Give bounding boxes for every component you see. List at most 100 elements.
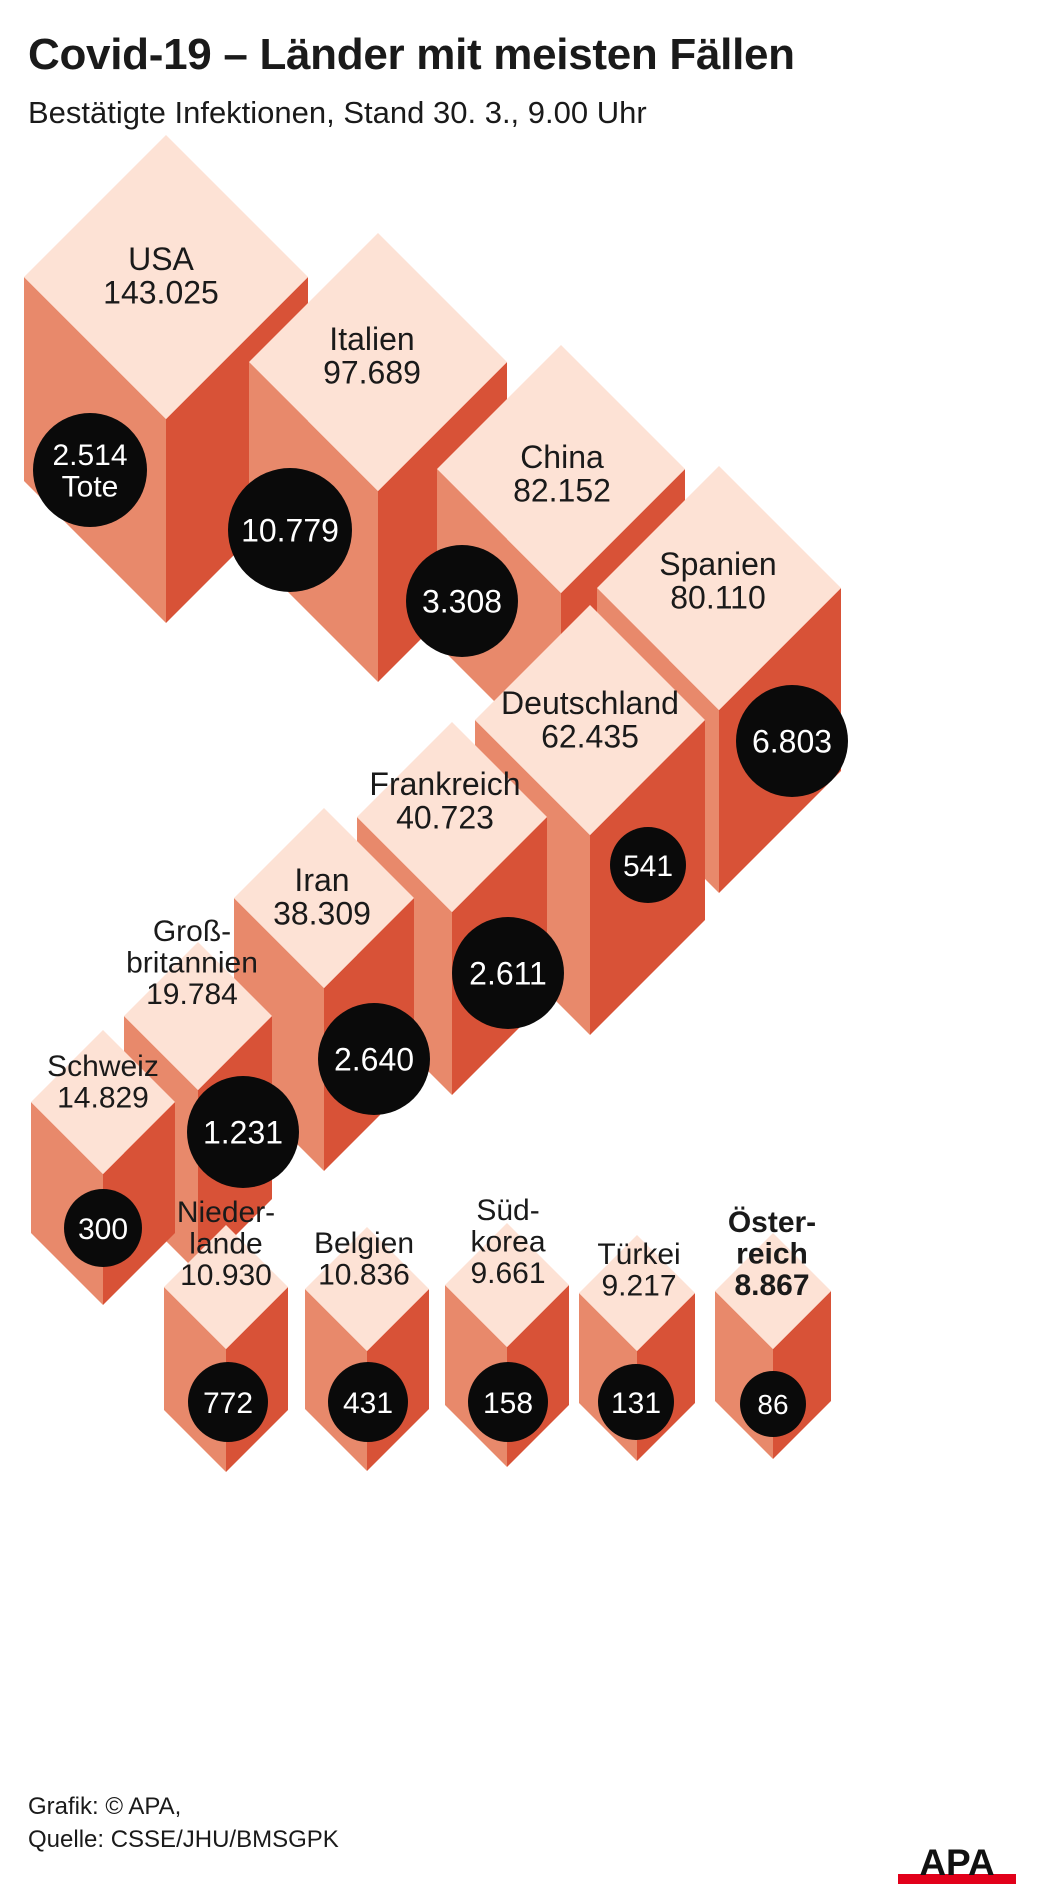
- deaths-value: 2.640: [334, 1042, 414, 1078]
- cube-top-face: [475, 605, 705, 835]
- deaths-label: 2.640: [334, 1042, 414, 1078]
- deaths-label: 541: [623, 850, 673, 883]
- apa-logo: APA: [898, 1844, 1016, 1884]
- deaths-value: 2.514: [52, 439, 127, 472]
- country-label: Nieder-lande 10.930: [177, 1196, 275, 1292]
- deaths-value: 431: [343, 1387, 393, 1420]
- deaths-value: 6.803: [752, 724, 832, 760]
- deaths-value: 772: [203, 1387, 253, 1420]
- deaths-circle: [188, 1362, 268, 1442]
- deaths-label: 6.803: [752, 724, 832, 760]
- deaths-circle: [64, 1189, 142, 1267]
- cube-top-face: [164, 1225, 288, 1349]
- country-label: Süd-korea 9.661: [470, 1194, 545, 1290]
- deaths-circle: [318, 1003, 430, 1115]
- cube-top-face: [124, 942, 272, 1090]
- deaths-circle: [740, 1371, 806, 1437]
- deaths-label: 431: [343, 1387, 393, 1420]
- country-name: Süd-: [476, 1194, 539, 1227]
- country-name: Frankreich: [369, 766, 520, 802]
- country-name: Öster-: [728, 1206, 816, 1239]
- deaths-label: 772: [203, 1387, 253, 1420]
- country-name: Deutschland: [501, 685, 679, 721]
- country-name: korea: [470, 1226, 545, 1259]
- deaths-label: 86: [757, 1389, 788, 1420]
- cube-top-face: [579, 1235, 695, 1351]
- cases-value: 19.784: [146, 978, 238, 1011]
- cases-value: 8.867: [734, 1269, 809, 1302]
- country-label: Spanien 80.110: [659, 546, 776, 616]
- cube-österreich: Öster-reich 8.867 86: [715, 1206, 831, 1459]
- deaths-value: 1.231: [203, 1115, 283, 1151]
- cases-value: 14.829: [57, 1082, 149, 1115]
- cases-value: 10.836: [318, 1259, 410, 1292]
- cube-top-face: [249, 233, 507, 491]
- cube-top-face: [234, 808, 414, 988]
- deaths-value: 541: [623, 850, 673, 883]
- logo-text: APA: [919, 1844, 994, 1883]
- deaths-circle: [328, 1362, 408, 1442]
- deaths-circle: [468, 1362, 548, 1442]
- cube-top-face: [445, 1223, 569, 1347]
- deaths-label: 2.611: [469, 956, 547, 992]
- cube-niederlande: Nieder-lande 10.930 772: [164, 1196, 288, 1472]
- country-name: britannien: [126, 947, 258, 980]
- deaths-unit: Tote: [62, 471, 119, 504]
- country-name: lande: [189, 1228, 262, 1261]
- country-label: Iran 38.309: [273, 862, 371, 932]
- country-label: Türkei 9.217: [597, 1238, 680, 1303]
- cube-chart: USA 143.025 2.514 Tote Italien 97.689 10.779 Ch…: [24, 135, 848, 1472]
- cases-value: 97.689: [323, 355, 421, 391]
- cases-value: 80.110: [670, 580, 766, 616]
- deaths-value: 86: [757, 1389, 788, 1420]
- deaths-label: 1.231: [203, 1115, 283, 1151]
- cube-top-face: [357, 722, 547, 912]
- deaths-value: 131: [611, 1387, 661, 1420]
- cases-value: 62.435: [541, 719, 639, 755]
- country-label: Belgien 10.836: [314, 1227, 414, 1292]
- country-label: Italien 97.689: [323, 321, 421, 391]
- deaths-label: 10.779: [241, 513, 339, 549]
- country-name: Groß-: [153, 915, 231, 948]
- country-label: USA 143.025: [103, 241, 219, 311]
- credit-line: Grafik: © APA,: [28, 1793, 182, 1820]
- country-name: Belgien: [314, 1227, 414, 1260]
- deaths-label: 131: [611, 1387, 661, 1420]
- cube-top-face: [715, 1233, 831, 1349]
- deaths-circle: [228, 468, 352, 592]
- cases-value: 9.661: [470, 1257, 545, 1290]
- deaths-value: 2.611: [469, 956, 547, 992]
- logo-bar: [898, 1874, 1016, 1884]
- deaths-label: 300: [78, 1213, 128, 1246]
- country-name: Spanien: [659, 546, 776, 582]
- deaths-label: 3.308: [422, 584, 502, 620]
- cases-value: 82.152: [513, 473, 611, 509]
- country-label: Frankreich 40.723: [369, 766, 520, 836]
- deaths-label: 158: [483, 1387, 533, 1420]
- country-label: Groß-britannien 19.784: [126, 915, 258, 1011]
- cube-top-face: [597, 466, 841, 710]
- chart-title: Covid-19 – Länder mit meisten Fällen: [28, 30, 795, 79]
- chart-subtitle: Bestätigte Infektionen, Stand 30. 3., 9.…: [28, 95, 647, 130]
- deaths-value: 10.779: [241, 513, 339, 549]
- cases-value: 40.723: [396, 800, 494, 836]
- deaths-circle: [736, 685, 848, 797]
- cube-top-face: [31, 1030, 175, 1174]
- deaths-circle: [33, 413, 147, 527]
- deaths-value: 158: [483, 1387, 533, 1420]
- cube-schweiz: Schweiz 14.829 300: [31, 1030, 175, 1305]
- country-name: Nieder-: [177, 1196, 275, 1229]
- cube-top-face: [305, 1227, 429, 1351]
- cases-value: 9.217: [601, 1270, 676, 1303]
- deaths-value: 3.308: [422, 584, 502, 620]
- cube-belgien: Belgien 10.836 431: [305, 1227, 429, 1471]
- country-label: Deutschland 62.435: [501, 685, 679, 755]
- deaths-label: 2.514 Tote: [52, 439, 127, 504]
- cube-südkorea: Süd-korea 9.661 158: [445, 1194, 569, 1467]
- deaths-circle: [598, 1364, 674, 1440]
- cases-value: 143.025: [103, 275, 219, 311]
- cube-top-face: [24, 135, 308, 419]
- deaths-circle: [187, 1076, 299, 1188]
- country-name: Schweiz: [47, 1050, 159, 1083]
- cube-top-face: [437, 345, 685, 593]
